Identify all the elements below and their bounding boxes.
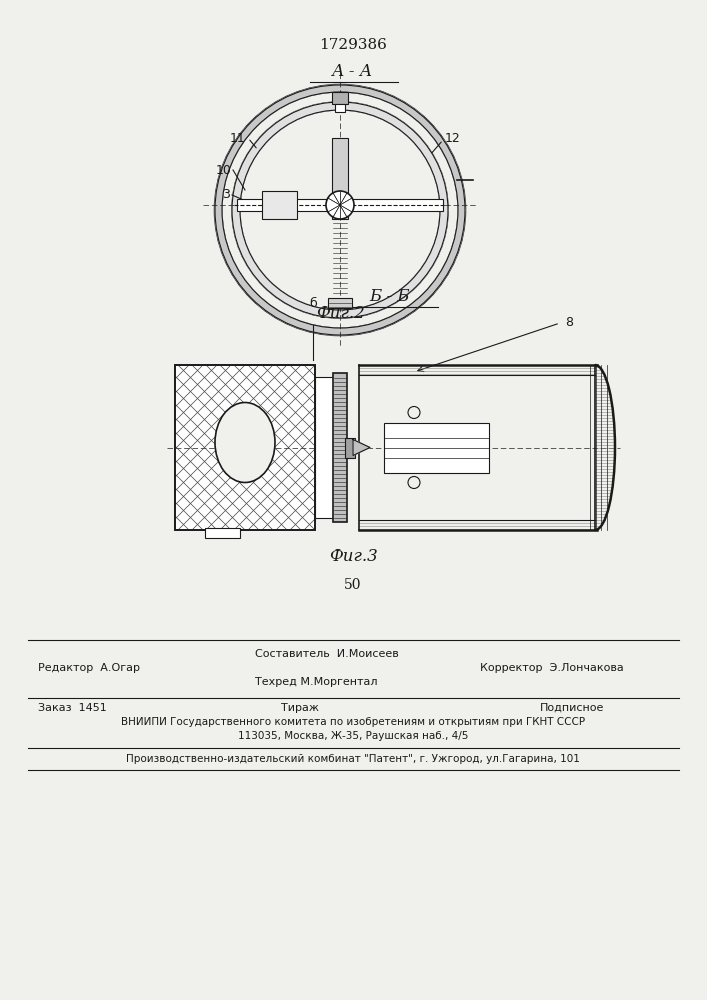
Text: ВНИИПИ Государственного комитета по изобретениям и открытиям при ГКНТ СССР: ВНИИПИ Государственного комитета по изоб…	[121, 717, 585, 727]
Text: 8: 8	[565, 316, 573, 330]
Text: Тираж: Тираж	[281, 703, 319, 713]
Bar	[333, 373, 347, 522]
Text: 50: 50	[344, 578, 362, 592]
Text: Составитель  И.Моисеев: Составитель И.Моисеев	[255, 649, 399, 659]
Bar	[345, 438, 355, 458]
Ellipse shape	[215, 402, 275, 483]
Polygon shape	[232, 102, 448, 318]
Bar	[335, 104, 345, 112]
Bar	[205, 528, 240, 538]
Bar	[315, 377, 333, 518]
Bar	[332, 92, 348, 104]
Circle shape	[326, 191, 354, 219]
Text: 11: 11	[229, 131, 245, 144]
Text: Редактор  А.Огар: Редактор А.Огар	[38, 663, 140, 673]
Text: 113035, Москва, Ж-35, Раушская наб., 4/5: 113035, Москва, Ж-35, Раушская наб., 4/5	[238, 731, 468, 741]
Text: Фиг.3: Фиг.3	[329, 548, 378, 565]
Polygon shape	[215, 85, 465, 335]
Text: Производственно-издательский комбинат "Патент", г. Ужгород, ул.Гагарина, 101: Производственно-издательский комбинат "П…	[126, 754, 580, 764]
Bar	[175, 365, 315, 530]
Bar	[237, 199, 443, 211]
Text: Подписное: Подписное	[540, 703, 604, 713]
Text: Техред М.Моргентал: Техред М.Моргентал	[255, 677, 378, 687]
Text: б: б	[309, 297, 317, 310]
Text: Б - Б: Б - Б	[370, 288, 410, 305]
Text: 10: 10	[216, 163, 232, 176]
Text: А - А: А - А	[332, 63, 374, 80]
Text: 3: 3	[222, 188, 230, 202]
Bar	[262, 191, 297, 219]
Bar	[328, 298, 352, 308]
Text: 12: 12	[445, 131, 461, 144]
Text: Фиг.2: Фиг.2	[315, 305, 364, 322]
Polygon shape	[353, 440, 370, 456]
Text: 1729386: 1729386	[319, 38, 387, 52]
Bar	[384, 422, 489, 473]
Bar	[332, 138, 348, 219]
Bar	[175, 365, 315, 530]
Text: Корректор  Э.Лончакова: Корректор Э.Лончакова	[480, 663, 624, 673]
Text: Заказ  1451: Заказ 1451	[38, 703, 107, 713]
